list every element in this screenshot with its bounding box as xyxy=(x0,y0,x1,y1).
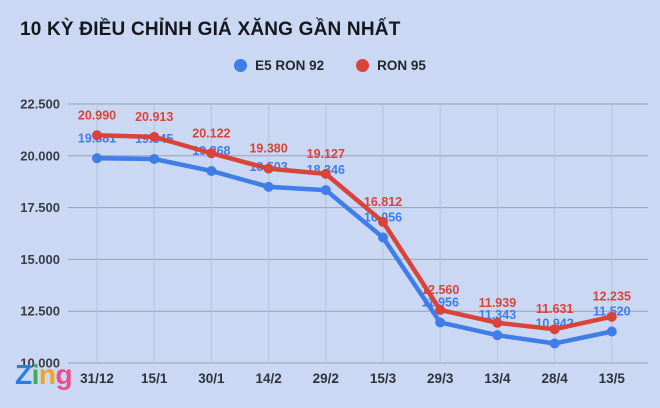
x-tick-label: 14/2 xyxy=(255,371,281,386)
value-label: 20.990 xyxy=(78,108,116,122)
value-label: 11.631 xyxy=(536,302,574,316)
value-label: 19.127 xyxy=(307,147,345,161)
point-e5-ron-92 xyxy=(492,330,503,341)
point-ron-95 xyxy=(606,311,617,322)
x-tick-label: 29/3 xyxy=(427,371,454,386)
point-e5-ron-92 xyxy=(549,338,560,349)
point-e5-ron-92 xyxy=(378,232,388,243)
point-ron-95 xyxy=(263,163,274,174)
logo-letter-g: g xyxy=(55,359,73,390)
value-label: 16.812 xyxy=(364,195,402,209)
value-label: 11.939 xyxy=(479,296,517,310)
y-tick-label: 22.500 xyxy=(20,97,60,112)
legend-dot-e5-ron-92-icon xyxy=(234,59,248,72)
y-tick-label: 20.000 xyxy=(20,148,60,163)
chart-title: 10 KỲ ĐIỀU CHỈNH GIÁ XĂNG GẦN NHẤT xyxy=(20,19,401,40)
point-e5-ron-92 xyxy=(92,153,102,164)
line-ron-95 xyxy=(94,133,615,332)
logo-letter-z: Z xyxy=(15,359,32,390)
point-e5-ron-92 xyxy=(263,181,274,192)
y-axis-labels: 22.500 20.000 17.500 15.000 12.500 10.000 xyxy=(20,97,60,371)
value-label: 19.380 xyxy=(249,142,287,156)
legend-item-e5-ron-92: E5 RON 92 xyxy=(234,58,324,73)
point-e5-ron-92 xyxy=(606,326,617,337)
line-e5-ron-92 xyxy=(94,156,615,346)
series-e5-ron-92 xyxy=(92,153,617,349)
y-gridlines xyxy=(68,103,648,364)
y-tick-label: 12.500 xyxy=(20,304,60,319)
legend-dot-ron-95-icon xyxy=(356,59,370,72)
value-label: 20.913 xyxy=(135,110,173,124)
point-ron-95 xyxy=(549,324,560,335)
point-e5-ron-92 xyxy=(320,185,331,196)
value-label: 20.122 xyxy=(192,126,230,140)
y-tick-label: 10.000 xyxy=(20,356,60,371)
point-e5-ron-92 xyxy=(206,165,217,176)
point-e5-ron-92 xyxy=(149,154,160,165)
x-tick-label: 13/4 xyxy=(484,371,511,386)
x-tick-label: 31/12 xyxy=(80,371,114,386)
legend-label-ron-95: RON 95 xyxy=(377,58,426,73)
point-ron-95 xyxy=(149,131,160,142)
x-tick-label: 28/4 xyxy=(541,371,568,386)
point-ron-95 xyxy=(320,168,331,179)
value-label: 12.235 xyxy=(593,290,631,304)
value-label: 11.520 xyxy=(593,305,631,319)
logo-letter-i: i xyxy=(31,359,40,390)
zing-logo: Zing xyxy=(15,359,73,391)
logo-letter-n: n xyxy=(38,359,56,390)
x-tick-label: 13/5 xyxy=(599,371,626,386)
point-ron-95 xyxy=(435,304,446,315)
x-tick-label: 15/3 xyxy=(370,371,397,386)
legend-label-e5-ron-92: E5 RON 92 xyxy=(255,58,325,73)
point-ron-95 xyxy=(492,317,503,328)
x-axis-labels: 31/12 15/1 30/1 14/2 29/2 15/3 29/3 13/4 28/4 13/… xyxy=(80,371,625,386)
x-tick-label: 30/1 xyxy=(198,371,225,386)
legend: E5 RON 92 RON 95 xyxy=(0,58,660,73)
point-e5-ron-92 xyxy=(435,317,446,328)
y-tick-label: 15.000 xyxy=(20,252,60,267)
point-ron-95 xyxy=(206,148,217,159)
point-ron-95 xyxy=(378,216,388,227)
x-tick-label: 15/1 xyxy=(141,371,168,386)
series-ron-95 xyxy=(92,130,617,335)
y-tick-label: 17.500 xyxy=(20,200,60,215)
legend-item-ron-95: RON 95 xyxy=(356,58,426,73)
point-ron-95 xyxy=(92,130,102,141)
x-tick-label: 29/2 xyxy=(313,371,339,386)
